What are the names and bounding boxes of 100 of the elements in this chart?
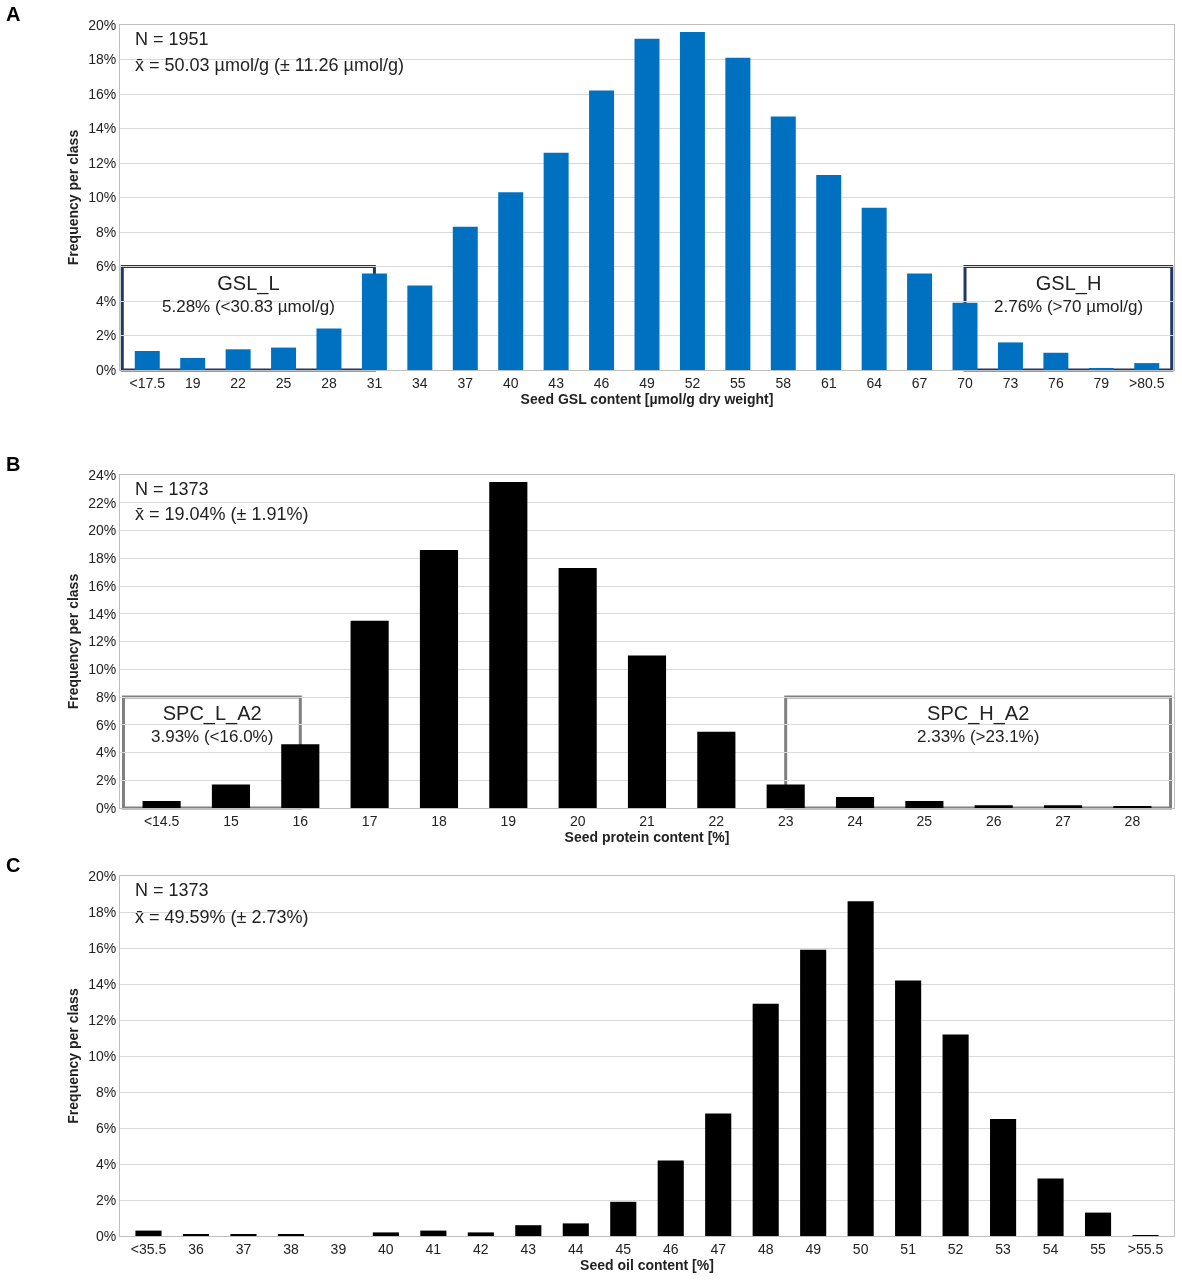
x-tick-label: 73 bbox=[1002, 374, 1019, 391]
bar bbox=[372, 1232, 399, 1236]
y-tick-label: 10% bbox=[88, 1047, 117, 1064]
x-tick-label: 40 bbox=[378, 1240, 394, 1257]
bar bbox=[905, 801, 944, 808]
x-tick-label: 22 bbox=[708, 812, 725, 829]
bar bbox=[558, 567, 597, 808]
bar bbox=[1084, 1212, 1112, 1236]
x-tick-label: 79 bbox=[1093, 374, 1110, 391]
y-tick-label: 0% bbox=[95, 799, 117, 816]
x-tick-label: 28 bbox=[321, 374, 337, 391]
bar bbox=[134, 351, 160, 370]
annotation: x̄ = 19.04% (± 1.91%) bbox=[135, 504, 309, 524]
bar bbox=[452, 226, 478, 370]
bar bbox=[974, 805, 1013, 808]
x-tick-label: 55 bbox=[730, 374, 746, 391]
bar bbox=[498, 192, 524, 370]
y-tick-label: 6% bbox=[95, 716, 117, 733]
x-tick-label: 38 bbox=[283, 1240, 299, 1257]
x-tick-label: 43 bbox=[520, 1240, 537, 1257]
x-tick-label: 34 bbox=[412, 374, 428, 391]
x-tick-label: 70 bbox=[957, 374, 974, 391]
y-tick-label: 8% bbox=[95, 1083, 117, 1100]
y-tick-label: 8% bbox=[95, 223, 117, 240]
x-tick-label: 40 bbox=[502, 374, 519, 391]
y-tick-label: 2% bbox=[95, 772, 117, 789]
x-tick-label: 18 bbox=[431, 812, 447, 829]
bar bbox=[847, 901, 874, 1236]
y-tick-label: 18% bbox=[88, 903, 117, 920]
x-tick-label: 49 bbox=[805, 1240, 822, 1257]
y-tick-label: 4% bbox=[95, 292, 117, 309]
bar bbox=[515, 1225, 542, 1236]
text: B bbox=[6, 453, 21, 475]
bar bbox=[942, 1034, 969, 1236]
x-axis-title: Seed oil content [%] bbox=[580, 1257, 714, 1274]
bar bbox=[589, 90, 615, 370]
x-tick-label: 27 bbox=[1055, 812, 1072, 829]
x-tick-label: <17.5 bbox=[129, 374, 166, 391]
y-axis-title: Frequency per class bbox=[64, 129, 81, 266]
annotation: N = 1373 bbox=[135, 479, 209, 499]
x-tick-label: <14.5 bbox=[143, 812, 180, 829]
y-tick-label: 8% bbox=[95, 688, 117, 705]
x-tick-label: 76 bbox=[1048, 374, 1064, 391]
bar bbox=[407, 285, 433, 370]
x-tick-label: 46 bbox=[593, 374, 610, 391]
x-tick-label: 51 bbox=[900, 1240, 917, 1257]
annotation: N = 1373 bbox=[135, 880, 209, 900]
x-tick-label: >80.5 bbox=[1129, 374, 1165, 391]
y-tick-label: 20% bbox=[88, 867, 117, 884]
x-tick-label: 37 bbox=[457, 374, 474, 391]
x-tick-label: 37 bbox=[235, 1240, 252, 1257]
x-tick-label: 24 bbox=[847, 812, 864, 829]
x-tick-label: 21 bbox=[639, 812, 655, 829]
text: A bbox=[6, 3, 21, 25]
y-tick-label: 2% bbox=[95, 1191, 117, 1208]
bar bbox=[281, 744, 320, 808]
x-tick-label: 31 bbox=[366, 374, 383, 391]
y-tick-label: 20% bbox=[88, 16, 117, 33]
bar bbox=[543, 152, 569, 370]
bar bbox=[895, 980, 922, 1236]
x-tick-label: 20 bbox=[569, 812, 586, 829]
bar bbox=[1037, 1178, 1064, 1236]
bar bbox=[135, 1230, 162, 1236]
x-tick-label: 53 bbox=[995, 1240, 1012, 1257]
x-tick-label: 28 bbox=[1124, 812, 1141, 829]
x-tick-label: 52 bbox=[947, 1240, 964, 1257]
bar bbox=[770, 116, 796, 370]
x-tick-label: 23 bbox=[777, 812, 794, 829]
bar bbox=[1134, 363, 1160, 370]
x-tick-label: 54 bbox=[1042, 1240, 1059, 1257]
y-tick-label: 12% bbox=[88, 633, 117, 650]
bar bbox=[211, 784, 251, 808]
y-tick-label: 0% bbox=[95, 361, 117, 378]
bar bbox=[679, 31, 705, 370]
bar bbox=[752, 1003, 779, 1236]
y-tick-label: 10% bbox=[88, 661, 117, 678]
y-tick-label: 24% bbox=[88, 466, 117, 483]
x-tick-label: 61 bbox=[820, 374, 837, 391]
y-tick-label: 18% bbox=[88, 51, 117, 68]
x-tick-label: 39 bbox=[330, 1240, 347, 1257]
bar bbox=[634, 38, 660, 370]
bar bbox=[990, 1119, 1017, 1236]
bar bbox=[489, 481, 528, 808]
bar bbox=[952, 302, 978, 370]
y-tick-label: 12% bbox=[88, 1011, 117, 1028]
y-tick-label: 10% bbox=[88, 189, 117, 206]
x-tick-label: 55 bbox=[1090, 1240, 1107, 1257]
bar bbox=[316, 328, 342, 370]
bar bbox=[800, 949, 827, 1236]
bar bbox=[1043, 352, 1069, 370]
bar bbox=[997, 342, 1023, 370]
x-tick-label: 19 bbox=[184, 374, 201, 391]
y-tick-label: 12% bbox=[88, 154, 117, 171]
bar bbox=[1043, 805, 1083, 808]
x-axis-title: Seed GSL content [µmol/g dry weight] bbox=[520, 391, 774, 408]
annotation: x̄ = 50.03 µmol/g (± 11.26 µmol/g) bbox=[135, 55, 404, 75]
annotation: SPC_H_A2 2.33% (>23.1%) bbox=[917, 702, 1040, 747]
bar bbox=[725, 57, 751, 370]
bar bbox=[627, 655, 667, 808]
bar bbox=[271, 347, 297, 370]
